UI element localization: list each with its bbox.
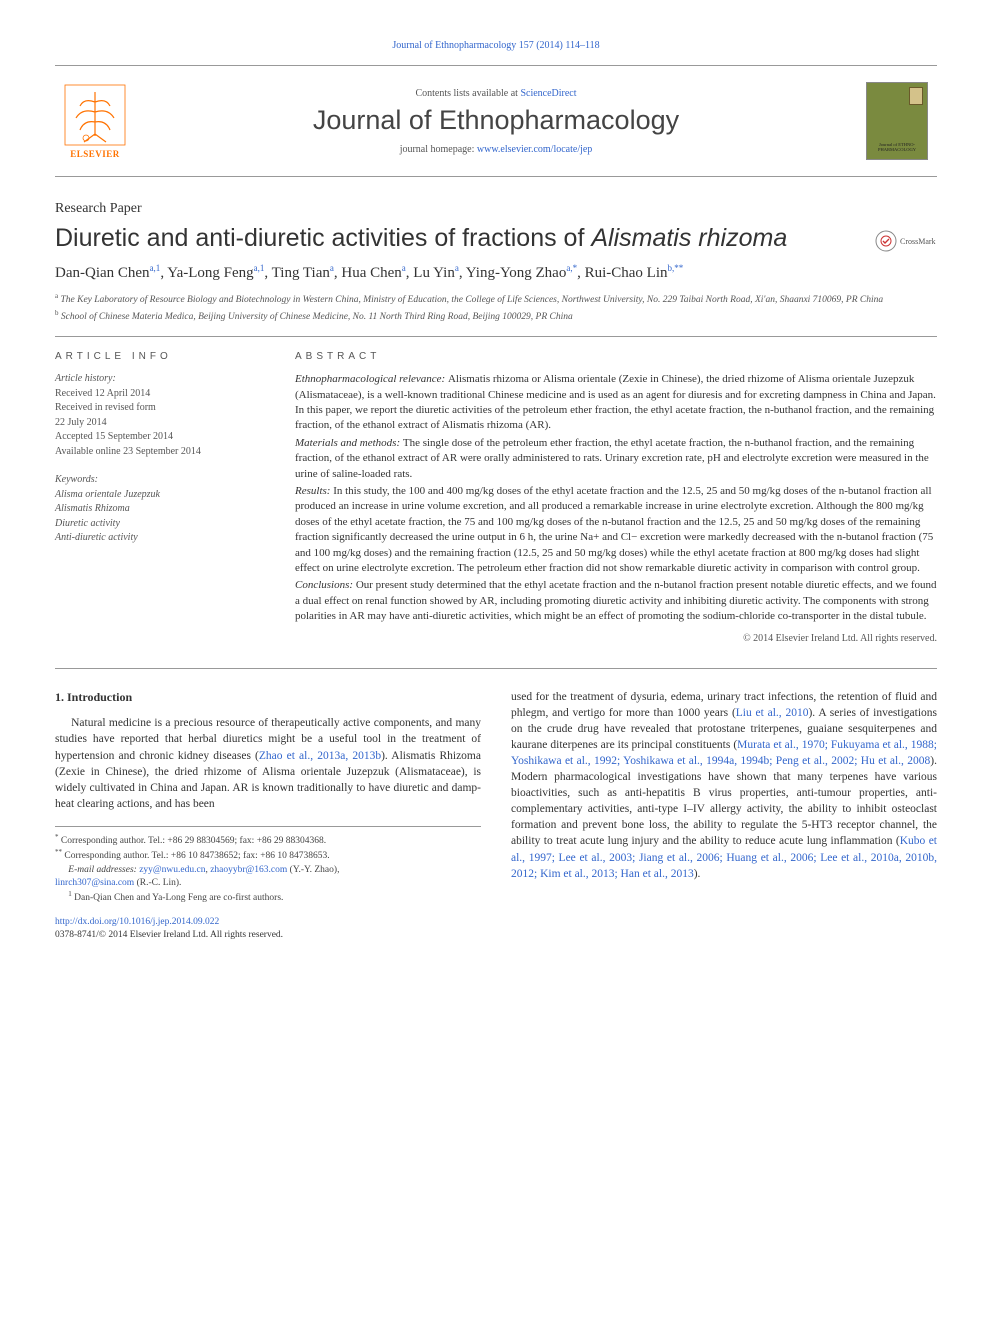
email-line-2: linrch307@sina.com (R.-C. Lin). bbox=[55, 877, 481, 890]
abstract-label: Conclusions: bbox=[295, 579, 356, 591]
body-text: ). Modern pharmacological investigations… bbox=[511, 755, 937, 847]
elsevier-tree-icon bbox=[64, 84, 126, 146]
cofirst-note: 1 Dan-Qian Chen and Ya-Long Feng are co-… bbox=[55, 890, 481, 905]
body-col-right: used for the treatment of dysuria, edema… bbox=[511, 689, 937, 943]
sciencedirect-link[interactable]: ScienceDirect bbox=[520, 88, 576, 99]
doi-link[interactable]: http://dx.doi.org/10.1016/j.jep.2014.09.… bbox=[55, 917, 219, 927]
affiliation-a: a The Key Laboratory of Resource Biology… bbox=[55, 292, 937, 305]
footnotes: * Corresponding author. Tel.: +86 29 883… bbox=[55, 826, 481, 906]
author-sup: a,1 bbox=[254, 263, 265, 273]
email-line: E-mail addresses: zyy@nwu.edu.cn, zhaoyy… bbox=[55, 864, 481, 877]
abstract-label: Materials and methods: bbox=[295, 437, 403, 449]
author: , Ting Tian bbox=[264, 265, 329, 281]
journal-name: Journal of Ethnopharmacology bbox=[135, 105, 857, 136]
citation-link[interactable]: Liu et al., 2010 bbox=[736, 707, 809, 719]
author-sup: b,** bbox=[668, 263, 684, 273]
abstract-label: Ethnopharmacological relevance: bbox=[295, 373, 448, 385]
issn-line: 0378-8741/© 2014 Elsevier Ireland Ltd. A… bbox=[55, 929, 481, 942]
footnote-text: Corresponding author. Tel.: +86 10 84738… bbox=[62, 852, 330, 862]
divider bbox=[55, 336, 937, 337]
aff-text: The Key Laboratory of Resource Biology a… bbox=[58, 295, 883, 305]
body-columns: 1. Introduction Natural medicine is a pr… bbox=[55, 689, 937, 943]
article-info-heading: ARTICLE INFO bbox=[55, 351, 265, 362]
crossmark-badge[interactable]: CrossMark bbox=[875, 227, 937, 255]
article-title: Diuretic and anti-diuretic activities of… bbox=[55, 223, 857, 253]
contents-line: Contents lists available at ScienceDirec… bbox=[135, 88, 857, 99]
running-header: Journal of Ethnopharmacology 157 (2014) … bbox=[55, 40, 937, 51]
publisher-logo: ELSEVIER bbox=[55, 76, 135, 166]
corr-note-2: ** Corresponding author. Tel.: +86 10 84… bbox=[55, 848, 481, 863]
author: , Ying-Yong Zhao bbox=[459, 265, 567, 281]
abstract-para: In this study, the 100 and 400 mg/kg dos… bbox=[295, 485, 933, 574]
author: , Hua Chen bbox=[334, 265, 402, 281]
intro-para-cont: used for the treatment of dysuria, edema… bbox=[511, 689, 937, 882]
intro-heading: 1. Introduction bbox=[55, 689, 481, 706]
masthead: ELSEVIER Contents lists available at Sci… bbox=[55, 65, 937, 177]
author: Dan-Qian Chen bbox=[55, 265, 150, 281]
abstract-para: Our present study determined that the et… bbox=[295, 579, 937, 622]
author-sup: a,* bbox=[566, 263, 577, 273]
citation-link[interactable]: Zhao et al., 2013a, 2013b bbox=[259, 750, 381, 762]
email-owner: (R.-C. Lin). bbox=[134, 878, 181, 888]
keywords-block: Keywords: Alisma orientale Juzepzuk Alis… bbox=[55, 473, 265, 546]
history-text: Received 12 April 2014 Received in revis… bbox=[55, 387, 265, 460]
publisher-name: ELSEVIER bbox=[70, 149, 120, 159]
author: , Ya-Long Feng bbox=[160, 265, 253, 281]
email-label: E-mail addresses: bbox=[68, 865, 139, 875]
contents-prefix: Contents lists available at bbox=[415, 88, 520, 99]
email-link[interactable]: zhaoyybr@163.com bbox=[210, 865, 287, 875]
meta-columns: ARTICLE INFO Article history: Received 1… bbox=[55, 351, 937, 643]
abstract-heading: ABSTRACT bbox=[295, 351, 937, 362]
intro-para: Natural medicine is a precious resource … bbox=[55, 715, 481, 812]
body-col-left: 1. Introduction Natural medicine is a pr… bbox=[55, 689, 481, 943]
title-italic: Alismatis rhizoma bbox=[591, 224, 787, 252]
article-history: Article history: Received 12 April 2014 … bbox=[55, 372, 265, 459]
crossmark-icon bbox=[875, 230, 897, 252]
article-type: Research Paper bbox=[55, 201, 937, 217]
email-link[interactable]: linrch307@sina.com bbox=[55, 878, 134, 888]
homepage-url[interactable]: www.elsevier.com/locate/jep bbox=[477, 144, 592, 155]
journal-cover bbox=[857, 76, 937, 166]
affiliation-b: b School of Chinese Materia Medica, Beij… bbox=[55, 309, 937, 322]
abstract-copyright: © 2014 Elsevier Ireland Ltd. All rights … bbox=[295, 633, 937, 644]
homepage-line: journal homepage: www.elsevier.com/locat… bbox=[135, 144, 857, 155]
article-info: ARTICLE INFO Article history: Received 1… bbox=[55, 351, 265, 643]
footnote-sup: ** bbox=[55, 848, 62, 856]
author: , Lu Yin bbox=[406, 265, 455, 281]
divider bbox=[55, 668, 937, 669]
abstract-label: Results: bbox=[295, 485, 333, 497]
abstract-text: Ethnopharmacological relevance: Alismati… bbox=[295, 372, 937, 624]
history-label: Article history: bbox=[55, 372, 265, 387]
cover-thumb-icon bbox=[866, 82, 928, 160]
author-sup: a,1 bbox=[150, 263, 161, 273]
keywords-label: Keywords: bbox=[55, 473, 265, 488]
title-text: Diuretic and anti-diuretic activities of… bbox=[55, 224, 591, 252]
homepage-prefix: journal homepage: bbox=[400, 144, 477, 155]
email-link[interactable]: zyy@nwu.edu.cn bbox=[139, 865, 205, 875]
footnote-text: Corresponding author. Tel.: +86 29 88304… bbox=[59, 836, 327, 846]
footnote-text: Dan-Qian Chen and Ya-Long Feng are co-fi… bbox=[72, 894, 284, 904]
aff-text: School of Chinese Materia Medica, Beijin… bbox=[59, 312, 573, 322]
corr-note-1: * Corresponding author. Tel.: +86 29 883… bbox=[55, 833, 481, 848]
author: , Rui-Chao Lin bbox=[577, 265, 667, 281]
email-owner: (Y.-Y. Zhao), bbox=[287, 865, 339, 875]
keywords-text: Alisma orientale Juzepzuk Alismatis Rhiz… bbox=[55, 488, 265, 546]
doi-block: http://dx.doi.org/10.1016/j.jep.2014.09.… bbox=[55, 916, 481, 943]
crossmark-label: CrossMark bbox=[900, 237, 936, 246]
masthead-center: Contents lists available at ScienceDirec… bbox=[135, 88, 857, 155]
authors: Dan-Qian Chena,1, Ya-Long Fenga,1, Ting … bbox=[55, 263, 937, 282]
body-text: ). bbox=[694, 868, 701, 880]
abstract: ABSTRACT Ethnopharmacological relevance:… bbox=[295, 351, 937, 643]
